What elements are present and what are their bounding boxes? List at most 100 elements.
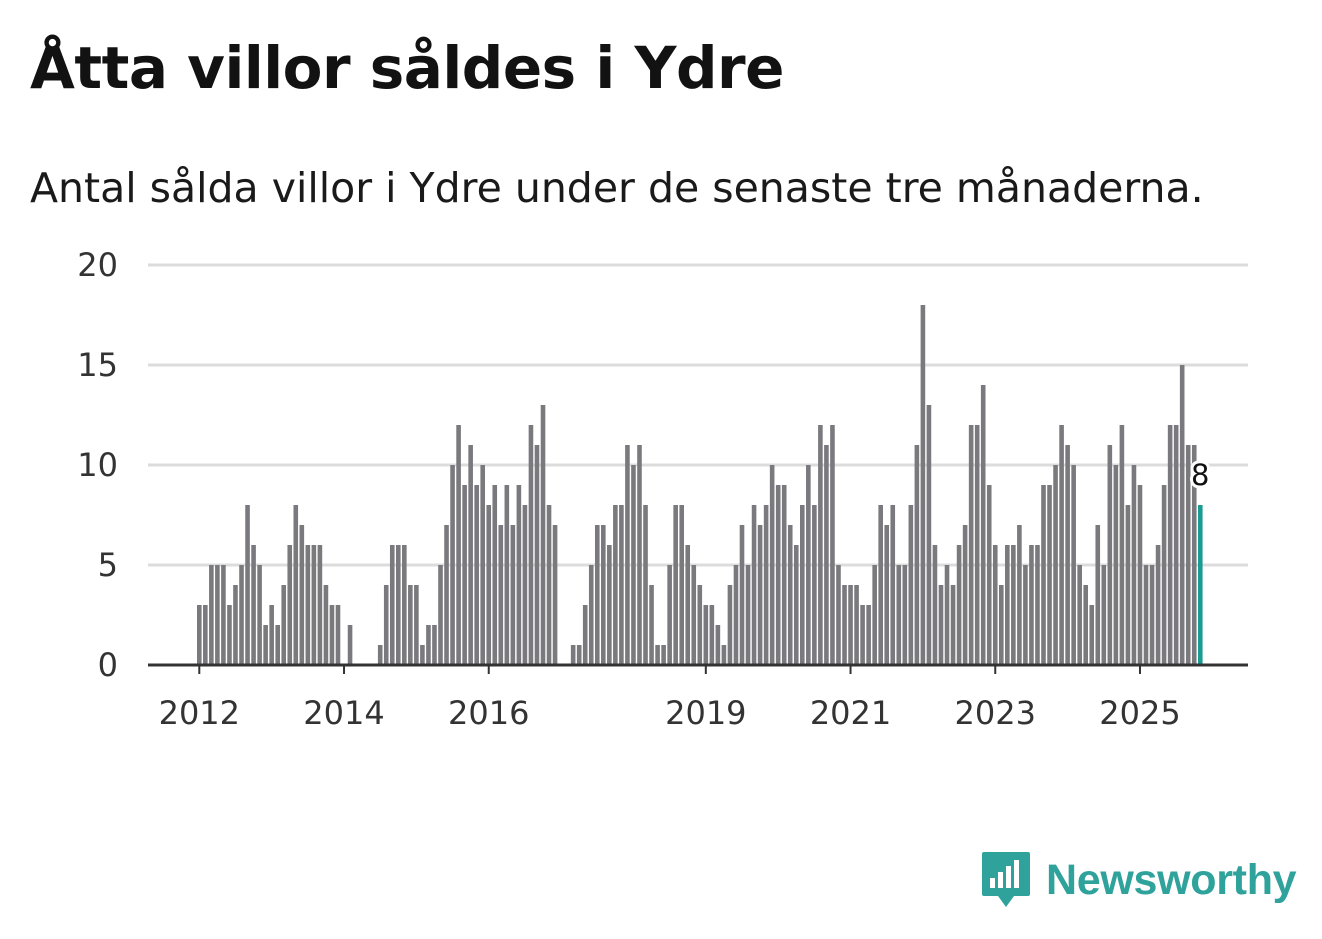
x-tick-label: 2012 [159, 694, 240, 732]
bar [408, 585, 413, 665]
bar [866, 605, 871, 665]
bar [992, 545, 998, 665]
bar [1017, 525, 1022, 665]
bar [299, 525, 305, 665]
bar [1023, 565, 1028, 665]
bar [1125, 505, 1131, 665]
x-tick-label: 2019 [665, 694, 746, 732]
bar [1173, 425, 1179, 665]
bar [908, 505, 914, 665]
bar [950, 585, 956, 665]
bar [432, 625, 437, 665]
bar [293, 505, 299, 665]
bar [932, 545, 938, 665]
bar [540, 405, 546, 665]
bar [926, 405, 932, 665]
bar [1095, 525, 1101, 665]
bar [1119, 425, 1125, 665]
bar [884, 525, 890, 665]
bar [625, 445, 630, 665]
bar [751, 505, 757, 665]
bar [709, 605, 715, 665]
bar [474, 485, 479, 665]
bar [986, 485, 992, 665]
bar [1191, 445, 1197, 665]
bar [227, 605, 232, 665]
bar [323, 585, 329, 665]
bar [763, 505, 769, 665]
bar [203, 605, 208, 665]
bar [251, 545, 256, 665]
bar [1137, 485, 1143, 665]
bar [257, 565, 262, 665]
bar [462, 485, 467, 665]
chart-subtitle: Antal sålda villor i Ydre under de senas… [30, 164, 1204, 212]
bar [576, 645, 582, 665]
bar [1053, 465, 1058, 665]
bar-chart: 0 5 10 15 20 2012 2014 2016 2019 2021 2023 2025 8 [77, 246, 1248, 732]
bar [914, 445, 920, 665]
newsworthy-logo-icon [982, 852, 1030, 907]
bar [1101, 565, 1107, 665]
bar [980, 385, 986, 665]
bar [377, 645, 383, 665]
bar [594, 525, 600, 665]
bars [197, 305, 1203, 665]
bar [818, 425, 823, 665]
bar [269, 605, 274, 665]
bar [570, 645, 576, 665]
bar [896, 565, 902, 665]
bar [781, 485, 787, 665]
bar [800, 505, 805, 665]
bar [197, 605, 202, 665]
bar [878, 505, 883, 665]
bar [1143, 565, 1149, 665]
bar [389, 545, 395, 665]
bar [486, 505, 492, 665]
bar [1005, 545, 1010, 665]
bar [661, 645, 666, 665]
bar [1149, 565, 1155, 665]
bar [643, 505, 648, 665]
bar [655, 645, 660, 665]
bar [395, 545, 401, 665]
bar [920, 305, 926, 665]
bar [697, 585, 703, 665]
bar [492, 485, 498, 665]
bar [215, 565, 220, 665]
x-tick-label: 2014 [303, 694, 384, 732]
x-tick-label: 2021 [810, 694, 891, 732]
bar [317, 545, 323, 665]
x-tick-label: 2025 [1099, 694, 1180, 732]
bar [582, 605, 588, 665]
bar [420, 645, 425, 665]
bar [305, 545, 311, 665]
bar [703, 605, 709, 665]
x-tick-label: 2023 [955, 694, 1036, 732]
bar [450, 465, 455, 665]
bar [613, 505, 618, 665]
bar [902, 565, 908, 665]
bar [1035, 545, 1040, 665]
bar [619, 505, 624, 665]
y-tick-label: 0 [98, 646, 118, 684]
bar [239, 565, 244, 665]
bar [733, 565, 739, 665]
bar [962, 525, 968, 665]
bar [245, 505, 250, 665]
bar [745, 565, 751, 665]
bar [1077, 565, 1082, 665]
bar-highlight [1197, 505, 1203, 665]
bar [281, 585, 287, 665]
grid-lines [148, 263, 1248, 567]
bar [221, 565, 226, 665]
highlight-value-label: 8 [1191, 458, 1209, 492]
bar [1179, 365, 1185, 665]
bar [329, 605, 335, 665]
bar [890, 505, 896, 665]
bar [1185, 445, 1191, 665]
bar [335, 605, 341, 665]
bar [1167, 425, 1173, 665]
bar [860, 605, 865, 665]
bar [498, 525, 504, 665]
